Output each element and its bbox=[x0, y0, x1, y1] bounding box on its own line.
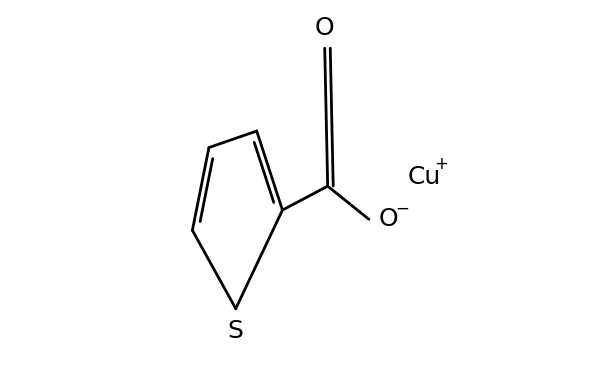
Text: Cu: Cu bbox=[407, 165, 441, 189]
Text: O: O bbox=[378, 207, 398, 231]
Text: S: S bbox=[228, 318, 244, 343]
Text: O: O bbox=[315, 16, 334, 40]
Text: +: + bbox=[435, 155, 448, 173]
Text: −: − bbox=[395, 199, 409, 217]
